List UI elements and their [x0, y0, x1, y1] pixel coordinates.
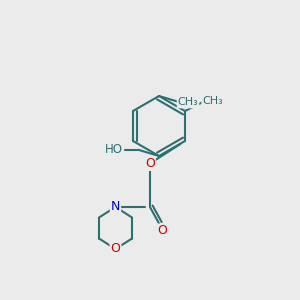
Text: O: O — [111, 242, 120, 256]
Text: CH₃: CH₃ — [178, 98, 198, 107]
Text: CH₃: CH₃ — [202, 96, 223, 106]
Text: N: N — [111, 200, 120, 214]
Text: O: O — [157, 224, 167, 238]
Text: HO: HO — [105, 143, 123, 156]
Text: O: O — [145, 157, 155, 170]
